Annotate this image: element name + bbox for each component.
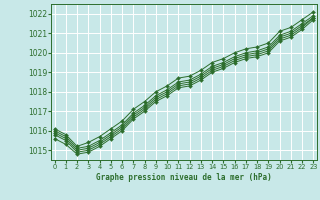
X-axis label: Graphe pression niveau de la mer (hPa): Graphe pression niveau de la mer (hPa) bbox=[96, 173, 272, 182]
